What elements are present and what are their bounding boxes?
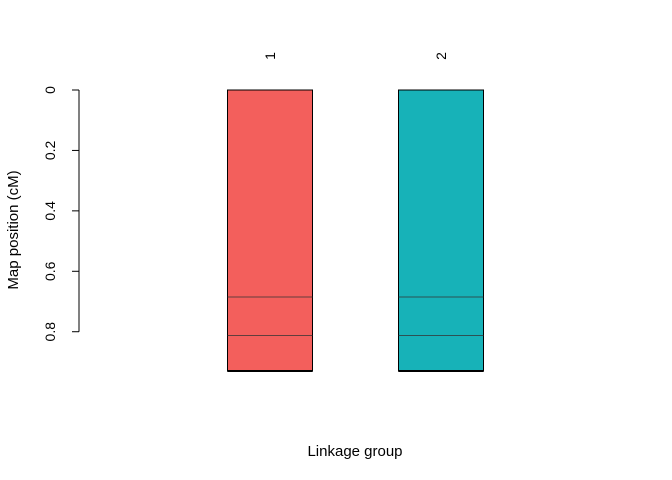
linkage-group-label: 2 <box>433 52 449 60</box>
linkage-group-bar <box>227 89 313 372</box>
y-tick-label: 0.2 <box>42 140 58 160</box>
y-axis: 0 0.2 0.4 0.6 0.8 <box>42 86 80 342</box>
y-tick-label: 0.4 <box>42 201 58 221</box>
linkage-group-label: 1 <box>262 52 278 60</box>
y-tick-label: 0.8 <box>42 322 58 342</box>
linkage-group-1: 1 <box>227 52 313 372</box>
y-tick-label: 0.6 <box>42 261 58 281</box>
x-axis-label: Linkage group <box>307 443 402 460</box>
y-axis-label: Map position (cM) <box>5 170 22 289</box>
linkage-group-2: 2 <box>398 52 484 372</box>
y-tick-label: 0 <box>42 86 58 94</box>
linkage-group-bar <box>398 89 484 372</box>
